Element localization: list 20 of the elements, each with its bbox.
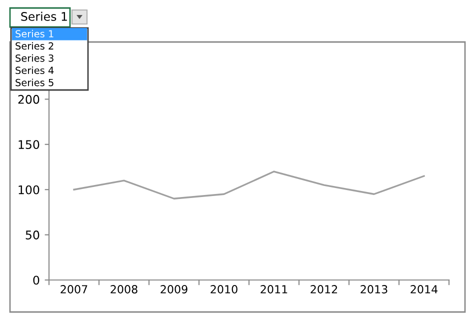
- x-tick-label: 2013: [360, 285, 388, 294]
- annotation: Series 5: [16, 78, 54, 86]
- line-series: [73, 170, 425, 200]
- x-tick-label: 2012: [310, 285, 338, 294]
- x-tick-label: 2014: [410, 285, 438, 294]
- x-tick-label: 2011: [260, 285, 288, 294]
- text: Series 1: [16, 30, 54, 38]
- y-tick-label: 50: [26, 230, 40, 240]
- text: Series 2: [16, 42, 54, 50]
- x-tick-label: 2008: [110, 285, 138, 294]
- y-tick-label: 100: [18, 185, 40, 194]
- x-tick-label: 2009: [160, 285, 188, 294]
- annotation: Series 3: [16, 54, 54, 62]
- x-tick-label: 2010: [210, 285, 238, 294]
- x-tick-label: 2007: [60, 285, 88, 294]
- y-tick-label: 0: [33, 276, 40, 285]
- y-tick-label: 150: [18, 140, 40, 150]
- y-tick-label: 200: [18, 94, 40, 104]
- annotation: Series 4: [16, 66, 54, 74]
- text: Series 1: [21, 12, 67, 21]
